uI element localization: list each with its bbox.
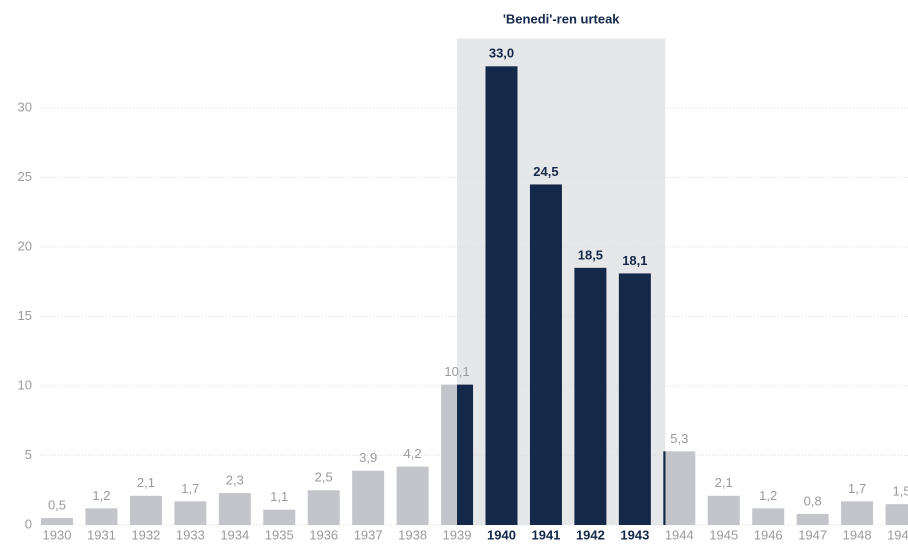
x-tick-label: 1937 (354, 527, 383, 542)
x-tick-label: 1932 (131, 527, 160, 542)
x-tick-label: 1931 (87, 527, 116, 542)
bar (752, 508, 785, 525)
bar (529, 184, 562, 525)
bar (174, 501, 207, 525)
bar (352, 470, 385, 525)
y-tick-label: 30 (18, 99, 32, 114)
bar (574, 267, 607, 525)
y-tick-label: 15 (18, 308, 32, 323)
bar (129, 495, 162, 525)
x-tick-label: 1945 (709, 527, 738, 542)
value-label: 1,2 (759, 488, 777, 503)
y-tick-label: 25 (18, 169, 32, 184)
value-label: 18,5 (578, 247, 603, 262)
value-label: 33,0 (489, 46, 514, 61)
bar (41, 518, 73, 525)
bar (663, 451, 696, 525)
x-tick-label: 1933 (176, 527, 205, 542)
x-tick-label: 1935 (265, 527, 294, 542)
value-label: 2,1 (715, 475, 733, 490)
value-label: 2,5 (315, 470, 333, 485)
x-tick-label: 1938 (398, 527, 427, 542)
x-tick-label: 1949 (887, 527, 908, 542)
bar (396, 466, 429, 525)
value-label: 10,1 (444, 364, 469, 379)
x-tick-label: 1940 (487, 527, 516, 542)
value-label: 2,3 (226, 472, 244, 487)
bar (441, 384, 474, 525)
x-tick-label: 1930 (43, 527, 72, 542)
bar (85, 508, 118, 525)
value-label: 4,2 (404, 446, 422, 461)
bar (885, 504, 908, 525)
x-tick-label: 1934 (220, 527, 249, 542)
bar (796, 513, 829, 525)
value-label: 2,1 (137, 475, 155, 490)
value-label: 5,3 (670, 431, 688, 446)
bar (218, 493, 251, 525)
x-tick-label: 1943 (620, 527, 649, 542)
bar (485, 66, 518, 526)
x-tick-label: 1936 (309, 527, 338, 542)
x-tick-label: 1942 (576, 527, 605, 542)
bar (307, 490, 340, 525)
value-label: 0,8 (804, 493, 822, 508)
x-tick-label: 1946 (754, 527, 783, 542)
value-label: 0,5 (48, 497, 66, 512)
bar (618, 273, 651, 525)
value-label: 1,2 (92, 488, 110, 503)
y-tick-label: 5 (25, 447, 32, 462)
x-tick-label: 1944 (665, 527, 694, 542)
y-tick-label: 0 (25, 516, 32, 531)
bar (841, 501, 874, 525)
annotation: 'Benedi'-ren urteak (503, 11, 620, 26)
x-tick-label: 1947 (798, 527, 827, 542)
bar (707, 495, 740, 525)
y-tick-label: 20 (18, 238, 32, 253)
value-label: 1,5 (893, 484, 908, 499)
y-tick-label: 10 (18, 377, 32, 392)
value-label: 1,7 (181, 481, 199, 496)
x-tick-label: 1941 (531, 527, 560, 542)
value-label: 1,7 (848, 481, 866, 496)
bar (263, 509, 296, 525)
value-label: 3,9 (359, 450, 377, 465)
value-label: 18,1 (622, 253, 647, 268)
x-tick-label: 1939 (443, 527, 472, 542)
x-tick-label: 1948 (843, 527, 872, 542)
value-label: 1,1 (270, 489, 288, 504)
value-label: 24,5 (533, 164, 558, 179)
